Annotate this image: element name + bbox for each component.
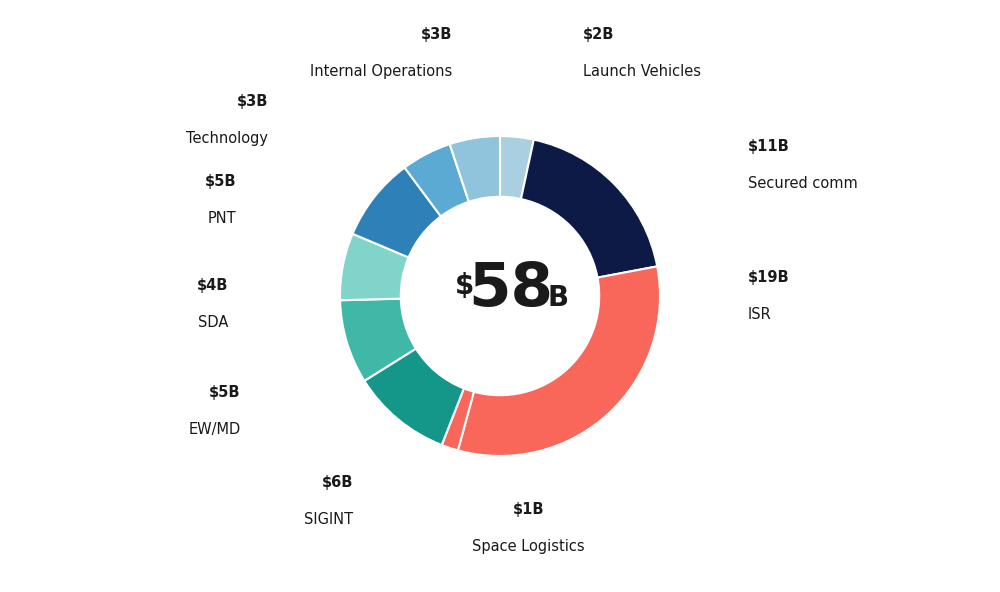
Wedge shape	[442, 388, 474, 451]
Text: Internal Operations: Internal Operations	[310, 64, 452, 79]
Text: SDA: SDA	[198, 315, 228, 330]
Text: $3B: $3B	[421, 27, 452, 42]
Wedge shape	[364, 349, 464, 445]
Text: Secured comm: Secured comm	[748, 176, 858, 191]
Wedge shape	[500, 136, 534, 199]
Text: $3B: $3B	[237, 94, 268, 109]
Wedge shape	[353, 168, 441, 258]
Text: $5B: $5B	[209, 385, 241, 400]
Text: 58: 58	[469, 260, 554, 319]
Text: ISR: ISR	[748, 307, 772, 322]
Text: PNT: PNT	[207, 211, 236, 226]
Text: Technology: Technology	[186, 131, 268, 146]
Wedge shape	[340, 234, 409, 300]
Wedge shape	[458, 266, 660, 456]
Text: EW/MD: EW/MD	[189, 422, 241, 437]
Text: $19B: $19B	[748, 270, 790, 285]
Text: $6B: $6B	[321, 475, 353, 490]
Text: $: $	[455, 272, 474, 300]
Text: $5B: $5B	[205, 174, 236, 189]
Text: Launch Vehicles: Launch Vehicles	[583, 64, 701, 79]
Wedge shape	[340, 298, 416, 381]
Wedge shape	[450, 136, 500, 202]
Text: SIGINT: SIGINT	[304, 511, 353, 527]
Text: $1B: $1B	[513, 502, 545, 517]
Wedge shape	[521, 140, 657, 278]
Text: $11B: $11B	[748, 139, 790, 154]
Text: $2B: $2B	[583, 27, 615, 42]
Text: $4B: $4B	[197, 278, 228, 293]
Wedge shape	[405, 144, 469, 216]
Text: B: B	[547, 284, 568, 311]
Text: Space Logistics: Space Logistics	[472, 539, 585, 554]
